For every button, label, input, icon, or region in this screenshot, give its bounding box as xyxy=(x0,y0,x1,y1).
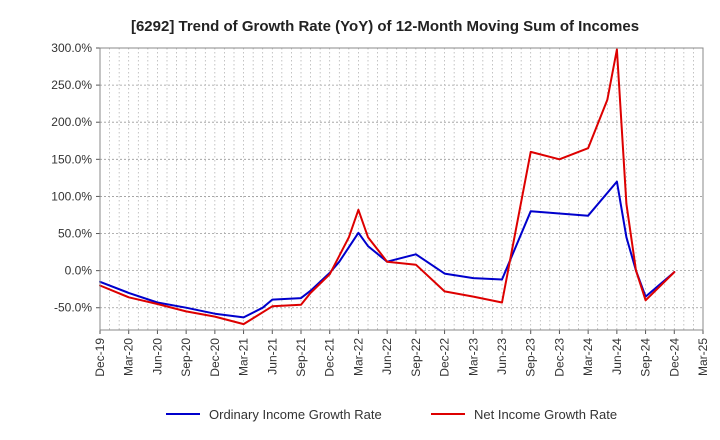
x-tick-label: Mar-21 xyxy=(237,338,251,376)
x-tick-label: Mar-23 xyxy=(466,338,480,376)
x-tick-label: Jun-21 xyxy=(265,338,279,375)
x-axis: Dec-19 Mar-20 Jun-20 Sep-20 Dec-20 Mar-21 Jun-… xyxy=(93,330,710,377)
y-tick-label: 100.0% xyxy=(51,189,92,203)
x-tick-label: Dec-22 xyxy=(438,338,452,377)
plot-frame xyxy=(99,47,704,331)
x-tick-label: Dec-20 xyxy=(208,338,222,377)
x-tick-label: Jun-22 xyxy=(380,338,394,375)
x-tick-label: Dec-21 xyxy=(323,338,337,377)
x-tick-label: Dec-19 xyxy=(93,338,107,377)
chart-title: [6292] Trend of Growth Rate (YoY) of 12-… xyxy=(131,18,639,35)
y-tick-label: 200.0% xyxy=(51,115,92,129)
y-axis: -50.0% 0.0% 50.0% 100.0% 150.0% 200.0% 250.0% 3… xyxy=(51,41,100,315)
x-tick-label: Jun-23 xyxy=(495,338,509,375)
y-tick-label: 150.0% xyxy=(51,152,92,166)
x-tick-label: Dec-23 xyxy=(552,338,566,377)
series-layer xyxy=(99,48,676,326)
x-tick-label: Mar-25 xyxy=(696,338,710,376)
y-tick-label: 50.0% xyxy=(58,227,92,241)
x-tick-label: Jun-20 xyxy=(150,338,164,375)
x-tick-label: Sep-23 xyxy=(524,338,538,377)
x-tick-label: Sep-21 xyxy=(294,338,308,377)
x-tick-label: Sep-20 xyxy=(179,338,193,377)
x-tick-label: Sep-22 xyxy=(409,338,423,377)
x-tick-label: Sep-24 xyxy=(639,338,653,377)
legend-label: Ordinary Income Growth Rate xyxy=(209,407,382,422)
legend-label: Net Income Growth Rate xyxy=(474,407,617,422)
x-tick-label: Mar-24 xyxy=(581,338,595,376)
x-tick-label: Mar-20 xyxy=(122,338,136,376)
plot-background xyxy=(100,48,703,330)
x-tick-label: Dec-24 xyxy=(667,338,681,377)
series-line-net-income xyxy=(99,48,676,326)
plot-area: -50.0% 0.0% 50.0% 100.0% 150.0% 200.0% 250.0% 3… xyxy=(51,41,710,377)
y-tick-label: 300.0% xyxy=(51,41,92,55)
legend: Ordinary Income Growth Rate Net Income Gr… xyxy=(166,407,617,422)
y-tick-label: 0.0% xyxy=(65,264,93,278)
y-tick-label: 250.0% xyxy=(51,78,92,92)
series-line-ordinary-income xyxy=(99,180,676,319)
x-tick-label: Jun-24 xyxy=(610,338,624,375)
x-tick-label: Mar-22 xyxy=(351,338,365,376)
y-tick-label: -50.0% xyxy=(54,301,92,315)
grid xyxy=(100,47,703,330)
